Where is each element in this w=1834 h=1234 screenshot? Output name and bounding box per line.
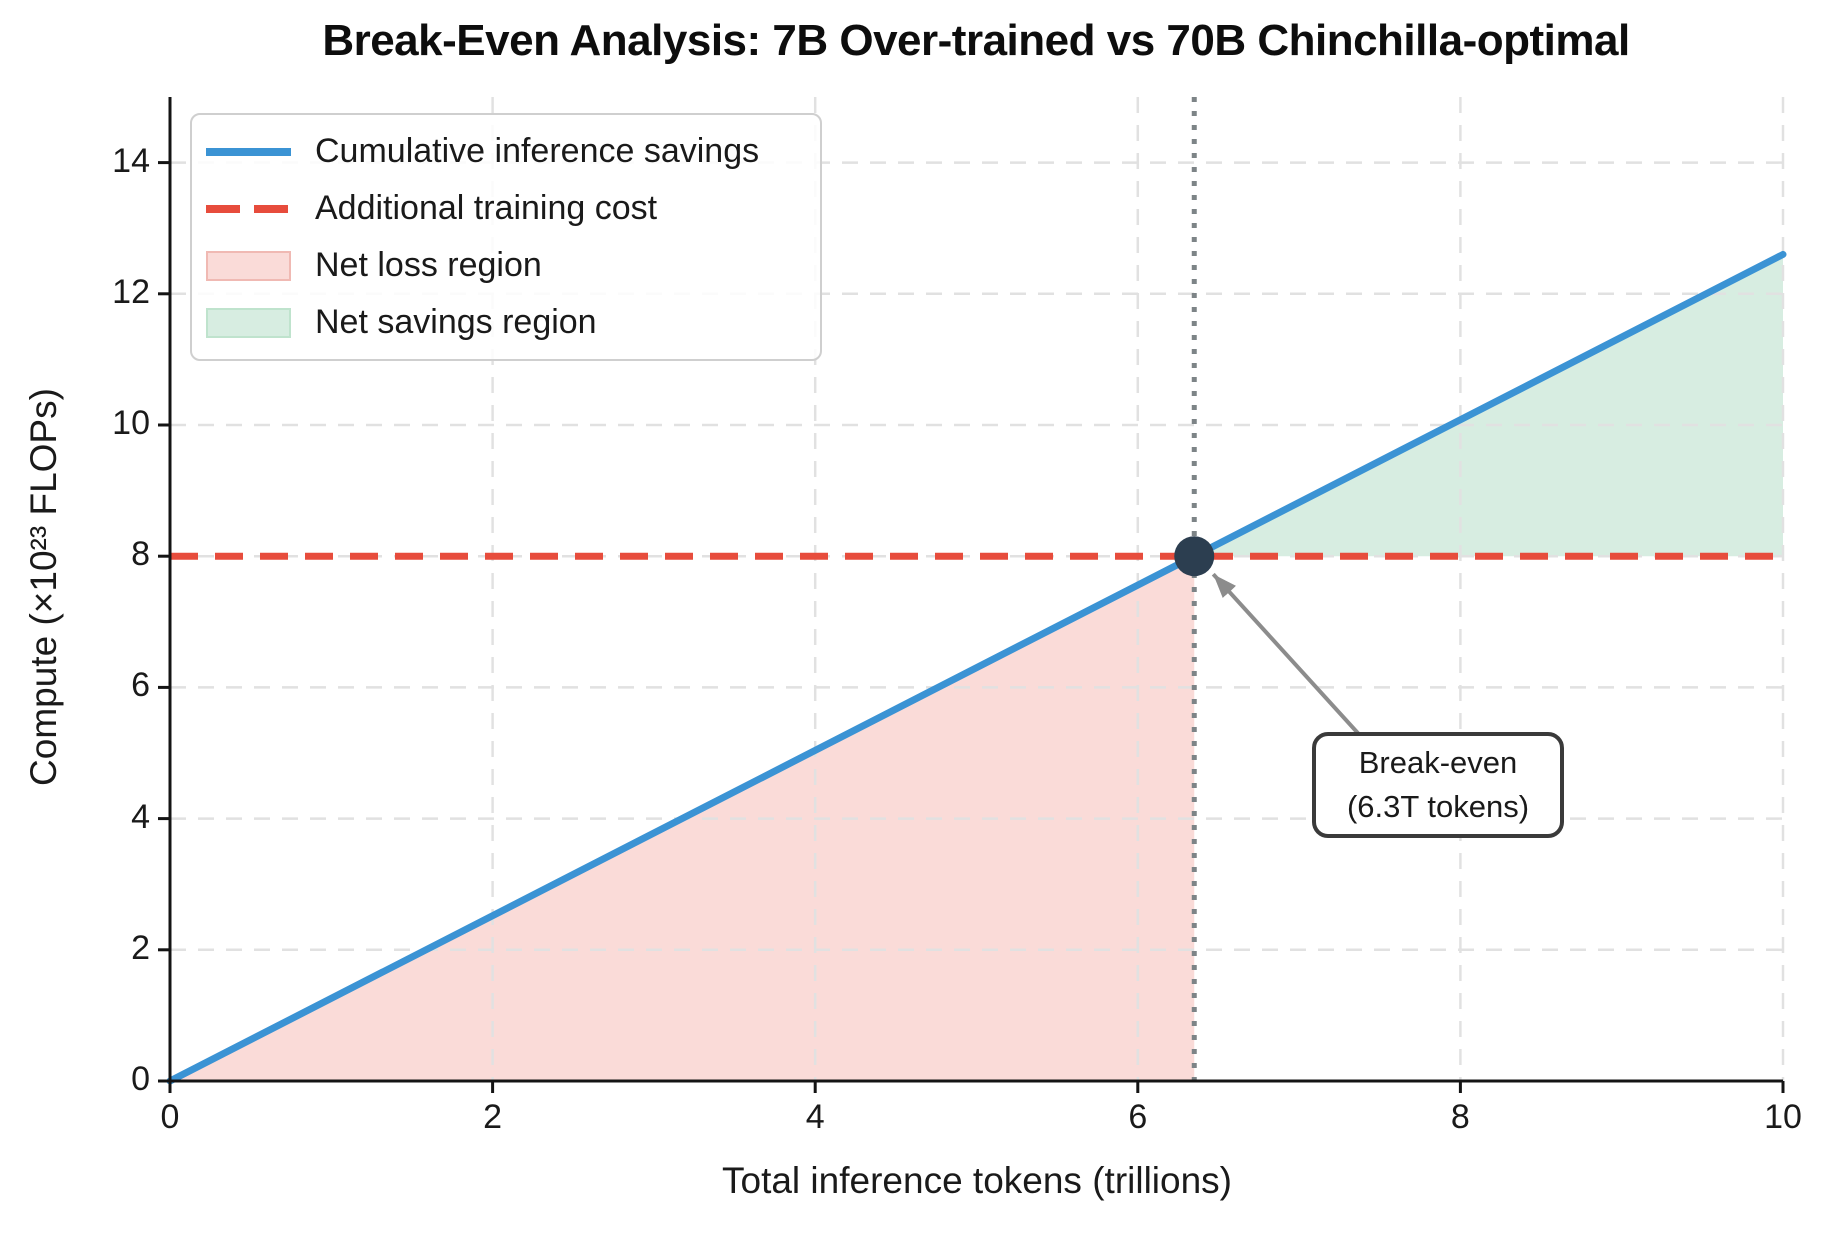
y-tick-label-0: 0 (131, 1060, 150, 1098)
x-tick-label-6: 6 (1128, 1098, 1148, 1136)
annotation-arrow (1211, 572, 1368, 744)
legend-swatch-cumulative-inference-savings (206, 147, 291, 156)
legend-swatch-additional-training-cost (206, 204, 291, 213)
chart-title: Break-Even Analysis: 7B Over-trained vs … (322, 16, 1630, 65)
y-tick-label-12: 12 (112, 272, 150, 311)
y-axis-label: Compute (×10²³ FLOPs) (23, 388, 64, 786)
breakeven-annotation-line1: Break-even (1358, 745, 1518, 780)
breakeven-annotation-line2: (6.3T tokens) (1346, 789, 1530, 824)
x-tick-label-2: 2 (483, 1098, 503, 1136)
x-axis-label: Total inference tokens (trillions) (722, 1160, 1232, 1201)
legend: Cumulative inference savings Additional t… (190, 113, 822, 361)
axis-ticks (158, 161, 1785, 1093)
legend-label-additional-training-cost: Additional training cost (315, 189, 658, 227)
breakeven-dot (1174, 536, 1215, 577)
x-tick-label-8: 8 (1450, 1098, 1470, 1136)
y-tick-label-8: 8 (131, 535, 150, 574)
y-tick-label-6: 6 (131, 666, 150, 705)
y-tick-label-2: 2 (131, 928, 150, 967)
legend-item-cumulative-inference-savings: Cumulative inference savings (206, 123, 820, 180)
y-tick-label-4: 4 (131, 797, 150, 836)
axis-spines (168, 97, 1783, 1083)
legend-item-net-loss-region: Net loss region (206, 237, 820, 294)
x-tick-label-10: 10 (1764, 1098, 1802, 1136)
x-tick-label-4: 4 (805, 1098, 825, 1136)
inference-savings-line (166, 250, 1787, 1085)
y-tick-label-10: 10 (112, 404, 150, 442)
legend-swatch-net-savings-region (206, 307, 291, 338)
breakeven-annotation: Break-even (6.3T tokens) (1312, 732, 1564, 838)
legend-label-cumulative-inference-savings: Cumulative inference savings (315, 132, 760, 170)
legend-label-net-loss-region: Net loss region (315, 246, 542, 284)
x-tick-label-0: 0 (160, 1098, 180, 1136)
legend-label-net-savings-region: Net savings region (315, 303, 597, 341)
legend-item-additional-training-cost: Additional training cost (206, 180, 820, 237)
legend-swatch-net-loss-region (206, 250, 291, 281)
y-tick-label-14: 14 (112, 141, 150, 180)
legend-item-net-savings-region: Net savings region (206, 294, 820, 351)
gridlines (170, 97, 1785, 1081)
